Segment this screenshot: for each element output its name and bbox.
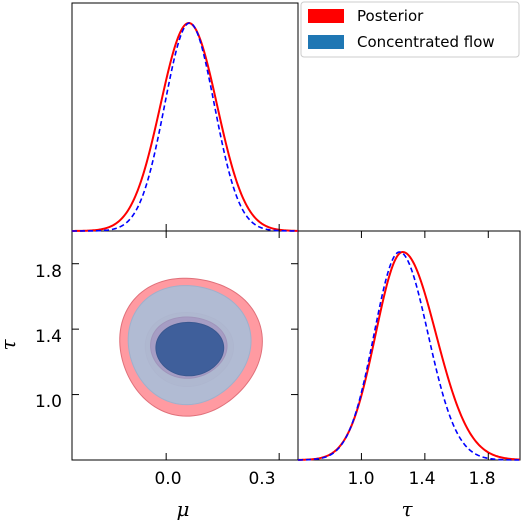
tau-marginal-panel: [297, 230, 521, 461]
x-tick-label-mu-0: 0.0: [154, 469, 181, 489]
flow-contour-inner: [155, 321, 225, 377]
mu-marginal-curves: [71, 22, 299, 232]
mu-flow-curve: [72, 22, 298, 232]
legend-swatch-flow: [308, 35, 344, 49]
mu-posterior-curve: [71, 22, 299, 232]
legend: Posterior Concentrated flow: [300, 1, 520, 58]
y-tick-label-2: 1.8: [35, 262, 62, 282]
legend-frame: [300, 1, 520, 58]
y-tick-label-1: 1.4: [35, 327, 62, 347]
x-axis-label-tau: τ: [401, 497, 413, 521]
joint-contours: [119, 277, 263, 417]
x-tick-label-tau-2: 1.8: [468, 469, 495, 489]
tau-posterior-curve: [297, 251, 521, 461]
axis-ticks: [72, 224, 489, 460]
x-tick-label-tau-0: 1.0: [347, 469, 374, 489]
legend-swatch-posterior: [308, 9, 344, 23]
y-axis-label-tau: τ: [0, 339, 20, 351]
mu-marginal-panel: [71, 2, 299, 232]
x-tick-label-mu-1: 0.3: [248, 469, 275, 489]
legend-label-flow: Concentrated flow: [357, 33, 495, 51]
tau-marginal-curves: [297, 251, 521, 461]
y-tick-label-0: 1.0: [35, 392, 62, 412]
x-tick-label-tau-1: 1.4: [408, 469, 435, 489]
tau-flow-curve: [297, 251, 520, 461]
x-axis-label-mu: μ: [177, 497, 190, 521]
legend-label-posterior: Posterior: [357, 7, 424, 25]
